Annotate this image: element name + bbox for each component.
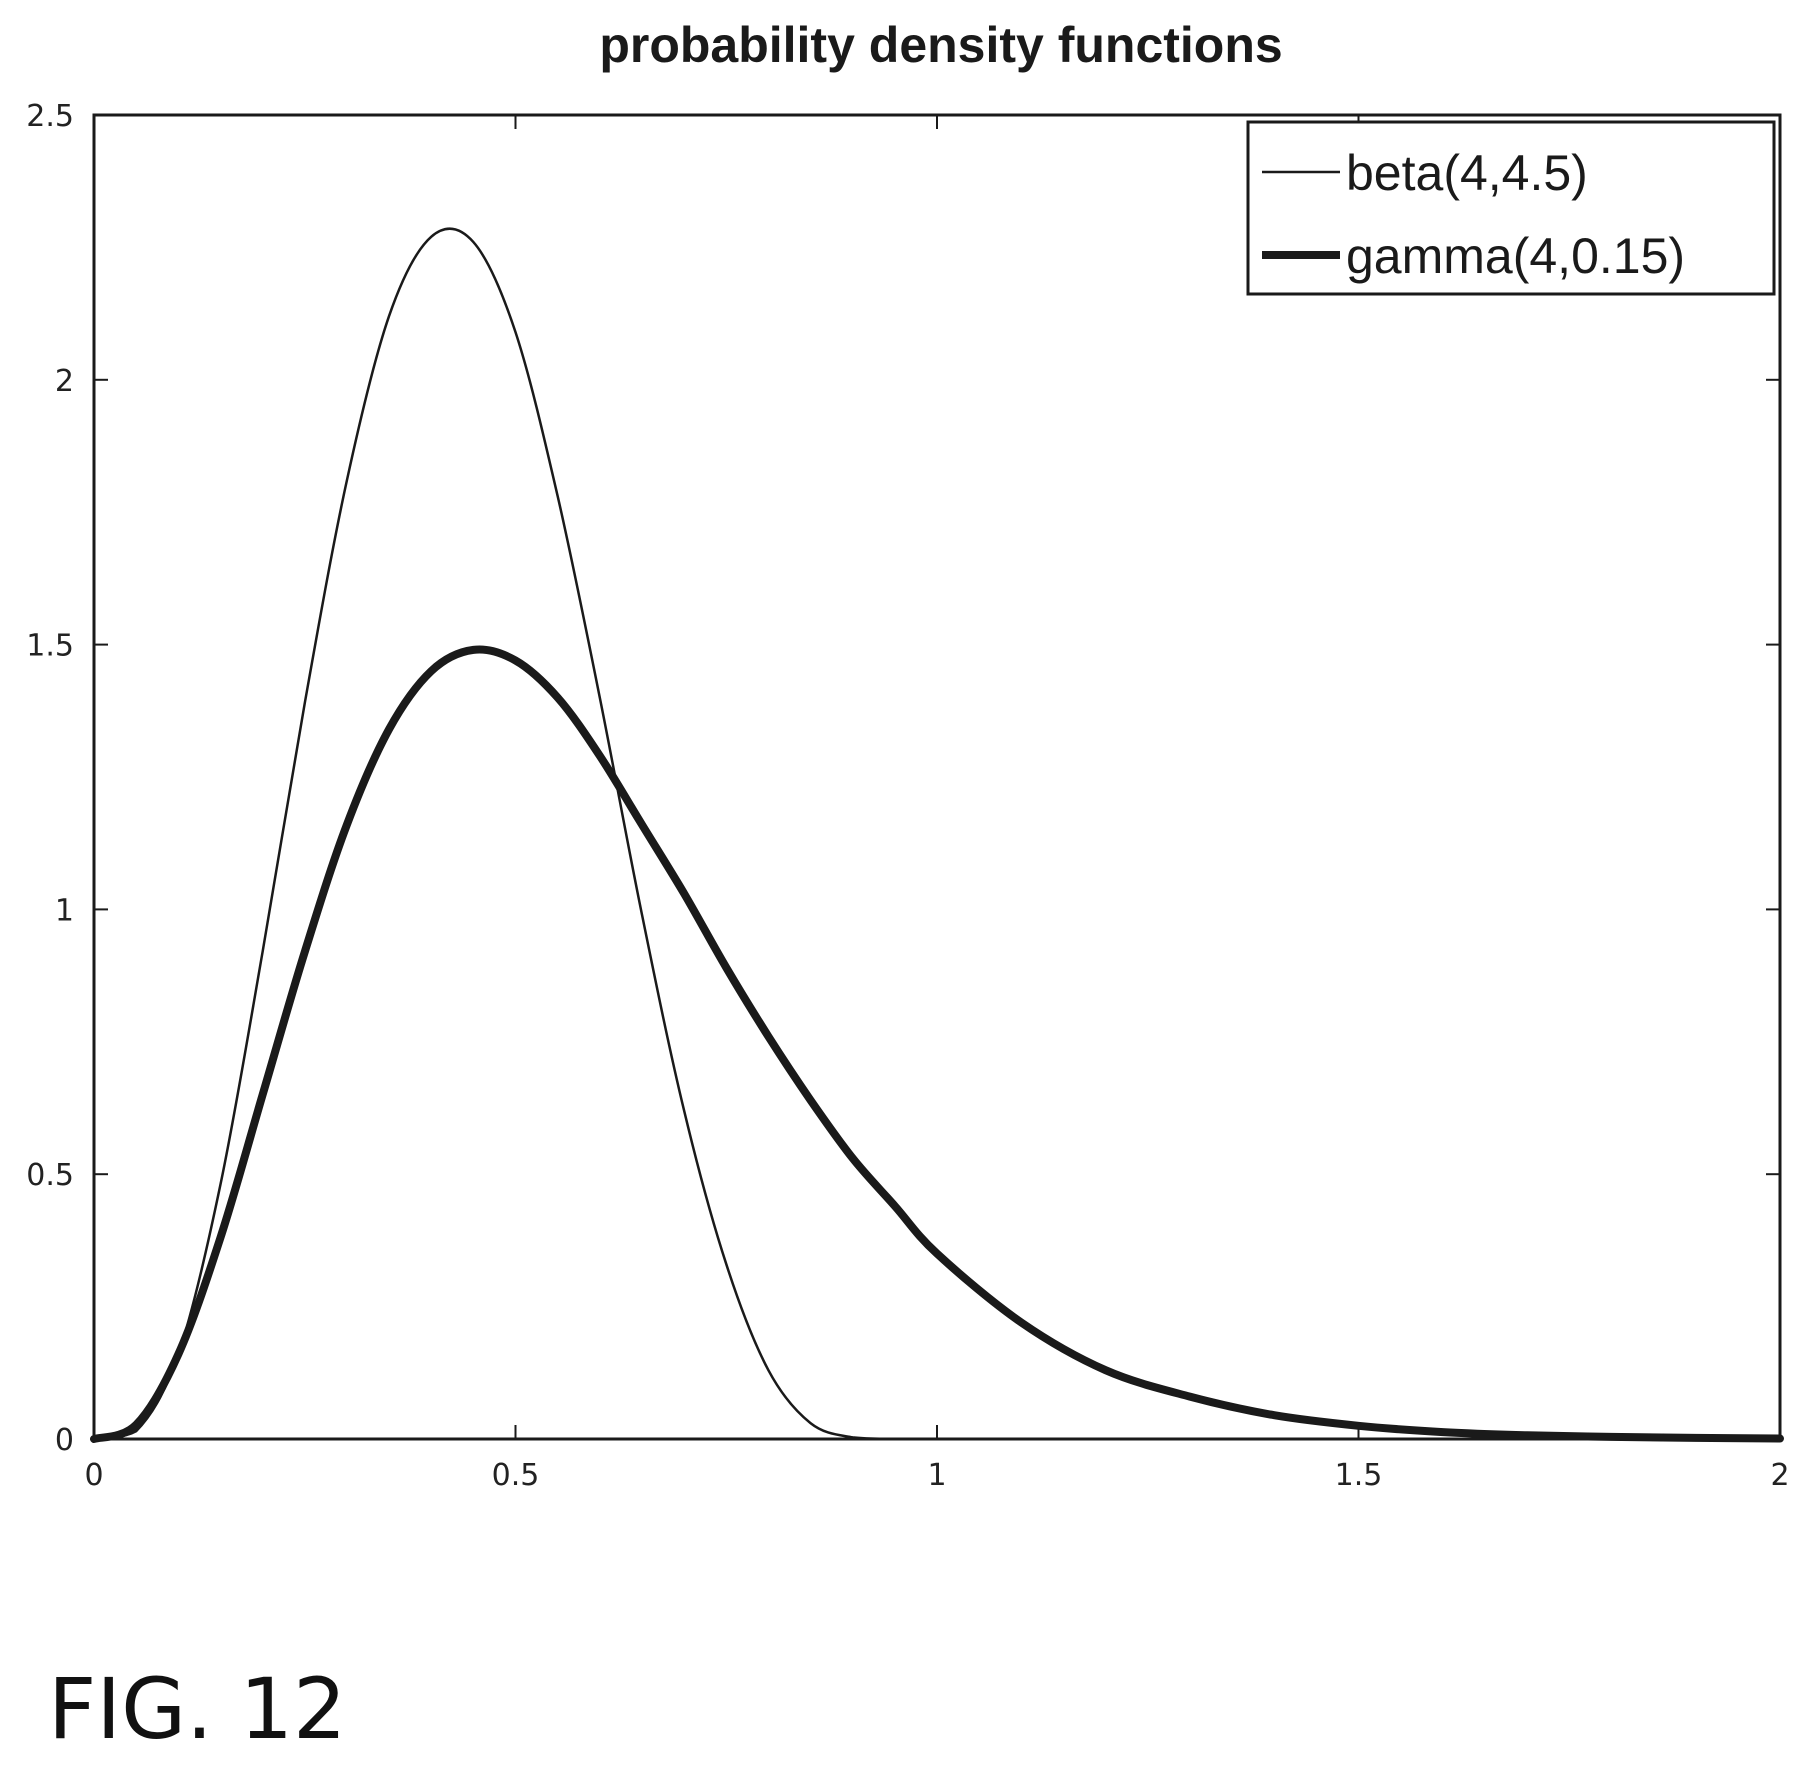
figure-label: FIG. 12 <box>48 1660 347 1758</box>
y-tick-label: 0.5 <box>26 1158 74 1193</box>
x-tick-label: 2 <box>1770 1458 1789 1493</box>
x-tick-label: 1 <box>927 1458 946 1493</box>
pdf-chart: probability density functions 0 0.5 1 1.5 2 … <box>26 17 1789 1493</box>
axis-ticks <box>93 114 1781 1440</box>
series-lines <box>90 227 1784 1443</box>
legend: beta(4,4.5) gamma(4,0.15) <box>1246 120 1776 296</box>
series-line-gamma <box>90 645 1784 1443</box>
legend-label-beta: beta(4,4.5) <box>1346 145 1588 201</box>
series-line-beta <box>92 227 1782 1441</box>
y-tick-label: 2.5 <box>26 99 74 134</box>
x-tick-label: 0.5 <box>492 1458 540 1493</box>
chart-title: probability density functions <box>599 17 1282 73</box>
y-tick-label: 1 <box>55 893 74 928</box>
x-tick-label: 1.5 <box>1335 1458 1383 1493</box>
legend-label-gamma: gamma(4,0.15) <box>1346 228 1685 284</box>
x-tick-labels: 0 0.5 1 1.5 2 <box>84 1458 1789 1493</box>
y-tick-label: 2 <box>55 364 74 399</box>
y-tick-label: 0 <box>55 1423 74 1458</box>
plot-area-frame <box>92 113 1782 1441</box>
y-tick-label: 1.5 <box>26 629 74 664</box>
legend-box <box>1246 120 1776 296</box>
x-tick-label: 0 <box>84 1458 103 1493</box>
y-tick-labels: 0 0.5 1 1.5 2 2.5 <box>26 99 74 1458</box>
